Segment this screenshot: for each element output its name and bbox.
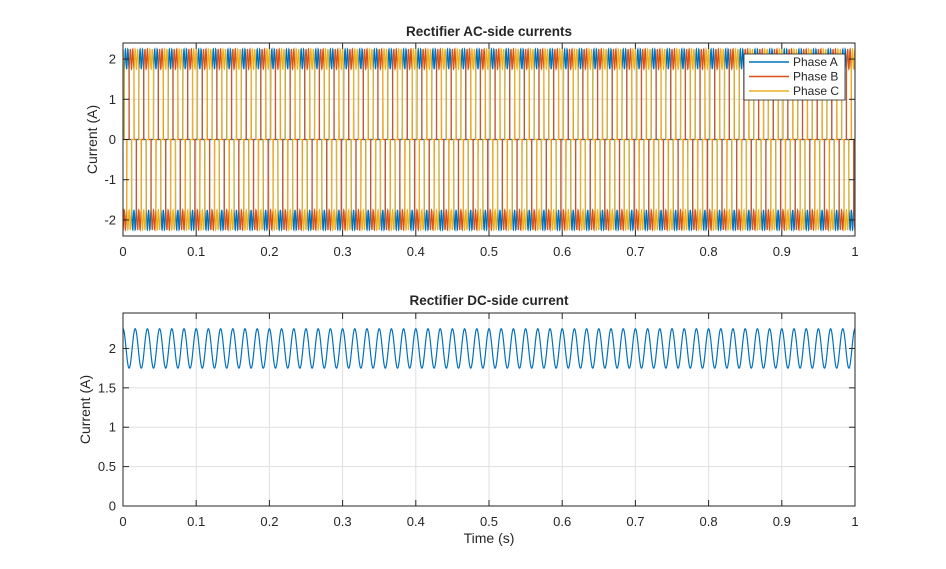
dc-x-tick-label: 0.1	[187, 514, 205, 529]
ac-legend: Phase A Phase B Phase C	[743, 53, 846, 101]
ac-x-tick-label: 0.6	[553, 244, 571, 259]
ac-x-tick-label: 0.7	[626, 244, 644, 259]
ac-y-tick-label: -2	[104, 212, 116, 227]
ac-y-tick-label: 0	[109, 132, 116, 147]
dc-y-tick-label: 0	[109, 499, 116, 514]
dc-x-tick-label: 0.6	[553, 514, 571, 529]
dc-y-tick-label: 1.5	[98, 380, 116, 395]
dc-x-tick-label: 1	[851, 514, 858, 529]
ac-x-tick-label: 0.8	[700, 244, 718, 259]
legend-label-phase-a: Phase A	[793, 55, 838, 69]
dc-y-tick-label: 0.5	[98, 459, 116, 474]
dc-series-current	[122, 328, 856, 369]
ac-x-tick-label: 0.1	[187, 244, 205, 259]
ac-y-tick-label: 1	[109, 92, 116, 107]
dc-y-axis-label: Current (A)	[77, 375, 93, 444]
dc-x-axis-label: Time (s)	[464, 530, 515, 546]
dc-x-tick-label: 0.9	[773, 514, 791, 529]
ac-x-tick-label: 0.5	[480, 244, 498, 259]
ac-x-tick-label: 1	[851, 244, 858, 259]
ac-axes: 0 0.1 0.2 0.3 0.4 0.5 0.6 0.7 0.8 0.9 1 -2 -1 0 1 2 Rec…	[84, 24, 859, 259]
ac-x-tick-label: 0	[119, 244, 126, 259]
ac-y-axis-label: Current (A)	[84, 105, 100, 174]
ac-x-tick-label: 0.3	[334, 244, 352, 259]
ac-x-tick-label: 0.2	[260, 244, 278, 259]
dc-lines	[122, 328, 856, 369]
ac-series-phase-b	[122, 47, 856, 232]
ac-lines	[122, 47, 856, 232]
dc-axes: 0 0.1 0.2 0.3 0.4 0.5 0.6 0.7 0.8 0.9 1 0 0.5 1 1.5 2 R…	[77, 293, 859, 546]
dc-y-tick-label: 2	[109, 341, 116, 356]
ac-x-tick-label: 0.9	[773, 244, 791, 259]
dc-x-tick-label: 0	[119, 514, 126, 529]
ac-x-tick-label: 0.4	[407, 244, 425, 259]
dc-x-tick-label: 0.7	[626, 514, 644, 529]
ac-y-tick-label: -1	[104, 172, 116, 187]
dc-x-tick-label: 0.2	[260, 514, 278, 529]
ac-ticks: 0 0.1 0.2 0.3 0.4 0.5 0.6 0.7 0.8 0.9 1 -2 -1 0 1 2	[104, 43, 859, 259]
dc-x-tick-label: 0.3	[334, 514, 352, 529]
ac-series-phase-c	[122, 47, 856, 232]
dc-x-tick-label: 0.4	[407, 514, 425, 529]
ac-series-phase-a	[123, 47, 855, 232]
dc-x-tick-label: 0.5	[480, 514, 498, 529]
dc-ticks: 0 0.1 0.2 0.3 0.4 0.5 0.6 0.7 0.8 0.9 1 0 0.5 1 1.5 2	[98, 313, 859, 529]
ac-chart-title: Rectifier AC-side currents	[406, 24, 572, 39]
dc-chart-title: Rectifier DC-side current	[409, 293, 569, 308]
legend-label-phase-c: Phase C	[793, 84, 839, 98]
legend-label-phase-b: Phase B	[793, 70, 838, 84]
ac-y-tick-label: 2	[109, 52, 116, 67]
dc-y-tick-label: 1	[109, 420, 116, 435]
dc-x-tick-label: 0.8	[700, 514, 718, 529]
